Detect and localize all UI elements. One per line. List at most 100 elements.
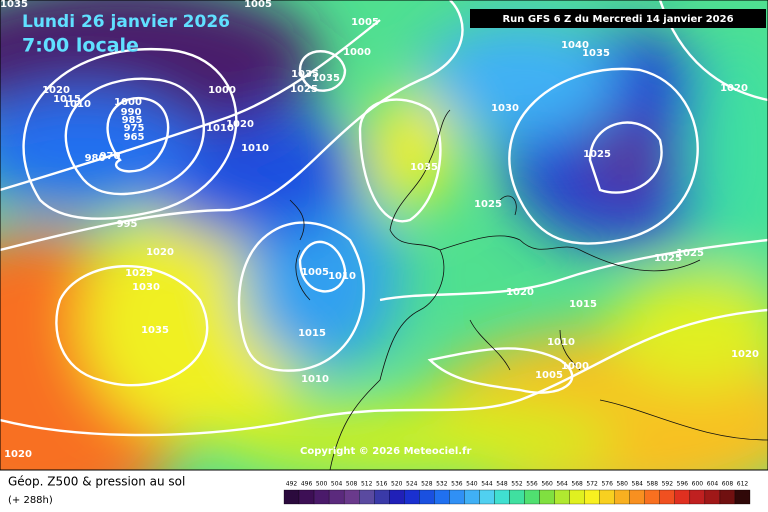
isobar-label: 1010 [301, 374, 329, 385]
colorbar-label: 548 [496, 481, 508, 488]
isobar-label: 1020 [506, 287, 534, 298]
colorbar-swatch [734, 489, 751, 505]
isobar-label: 1015 [298, 328, 326, 339]
colorbar-label: 576 [601, 481, 613, 488]
isobar-label: 1005 [351, 17, 379, 28]
isobar-label: 980 [85, 153, 106, 164]
isobar-label: 975 [124, 123, 145, 134]
colorbar-swatch [719, 489, 736, 505]
isobar-label: 1010 [241, 143, 269, 154]
colorbar-label: 504 [331, 481, 343, 488]
colorbar-label: 508 [346, 481, 358, 488]
isobar-label: 1005 [535, 370, 563, 381]
colorbar-label: 572 [586, 481, 598, 488]
colorbar-swatch [298, 489, 315, 505]
colorbar-swatch [704, 489, 721, 505]
isobar-label: 1035 [291, 69, 319, 80]
isobar-label: 1000 [561, 361, 589, 372]
colorbar-label: 600 [692, 481, 704, 488]
isobar-label: 1025 [125, 268, 153, 279]
colorbar-label: 612 [737, 481, 749, 488]
isobar-label: 1020 [42, 85, 70, 96]
isobar-label: 1020 [731, 349, 759, 360]
colorbar-label: 584 [632, 481, 644, 488]
isobar-label: 1000 [208, 85, 236, 96]
colorbar-label: 568 [571, 481, 583, 488]
colorbar-swatch [283, 489, 300, 505]
colorbar-swatch [524, 489, 540, 505]
isobar-label: 1020 [226, 119, 254, 130]
colorbar-swatch [313, 489, 330, 505]
colorbar-label: 580 [616, 481, 628, 488]
colorbar-label: 524 [406, 481, 418, 488]
isobar-label: 995 [117, 219, 138, 230]
copyright: Copyright © 2026 Meteociel.fr [300, 446, 471, 457]
isobar-label: 985 [122, 115, 143, 126]
colorbar-label: 528 [421, 481, 433, 488]
colorbar-label: 492 [286, 481, 298, 488]
isobar-label: 1010 [328, 271, 356, 282]
colorbar-swatch [644, 489, 660, 505]
colorbar-swatch [569, 489, 585, 505]
isobar-label: 1020 [4, 449, 32, 460]
colorbar-swatch [328, 489, 345, 505]
colorbar: 492 496 500 504 508 512 516 520 524 528 532 536 540 5… [283, 481, 751, 505]
colorbar-label: 540 [466, 481, 478, 488]
colorbar-swatch [494, 489, 510, 505]
isobar-label: 1010 [547, 337, 575, 348]
isobar-label: 1015 [53, 94, 81, 105]
isobar-label: 1035 [582, 48, 610, 59]
colorbar-swatch [464, 489, 480, 505]
colorbar-swatch [689, 489, 706, 505]
colorbar-swatch [584, 489, 600, 505]
colorbar-label: 512 [361, 481, 373, 488]
colorbar-label: 592 [662, 481, 674, 488]
isobar-label: 990 [121, 107, 142, 118]
isobar-label: 1035 [0, 0, 28, 10]
colorbar-swatch [449, 489, 465, 505]
isobar-label: 965 [124, 132, 145, 143]
isobar-label: 1035 [312, 73, 340, 84]
colorbar-swatch [539, 489, 555, 505]
colorbar-label: 536 [451, 481, 463, 488]
run: Run GFS 6 Z du Mercredi 14 janvier 2026 [502, 14, 733, 25]
date: Lundi 26 janvier 2026 [22, 12, 230, 32]
isobar-label: 1025 [474, 199, 502, 210]
colorbar-swatch [509, 489, 525, 505]
map-frame [0, 0, 768, 471]
colorbar-swatch [389, 489, 405, 505]
isobar-label: 1035 [141, 325, 169, 336]
isobar-label: 1025 [676, 248, 704, 259]
isobar-label: 1000 [114, 97, 142, 108]
isobar-label: 1025 [290, 84, 318, 95]
colorbar-swatch [434, 489, 450, 505]
isobar-label: 1010 [63, 99, 91, 110]
colorbar-swatch [343, 489, 360, 505]
colorbar-label: 596 [677, 481, 689, 488]
footer-lead: (+ 288h) [8, 495, 53, 506]
isobar-label: 1025 [654, 253, 682, 264]
colorbar-swatch [479, 489, 495, 505]
isobar-label: 1040 [561, 40, 589, 51]
isobar-label: 970 [100, 151, 121, 162]
isobar-label: 1030 [132, 282, 160, 293]
colorbar-swatch [659, 489, 675, 505]
footer-title: Géop. Z500 & pression au sol [8, 475, 185, 489]
colorbar-label: 496 [301, 481, 313, 488]
isobar-label: 1025 [583, 149, 611, 160]
colorbar-swatch [404, 489, 420, 505]
colorbar-label: 564 [556, 481, 568, 488]
colorbar-swatch [629, 489, 645, 505]
colorbar-label: 544 [481, 481, 493, 488]
colorbar-label: 552 [511, 481, 523, 488]
isobar-label: 1035 [410, 162, 438, 173]
colorbar-label: 520 [391, 481, 403, 488]
isobar-label: 1030 [491, 103, 519, 114]
isobar-label: 1020 [720, 83, 748, 94]
isobar-label: 1000 [343, 47, 371, 58]
colorbar-swatch [554, 489, 570, 505]
colorbar-label: 500 [316, 481, 328, 488]
